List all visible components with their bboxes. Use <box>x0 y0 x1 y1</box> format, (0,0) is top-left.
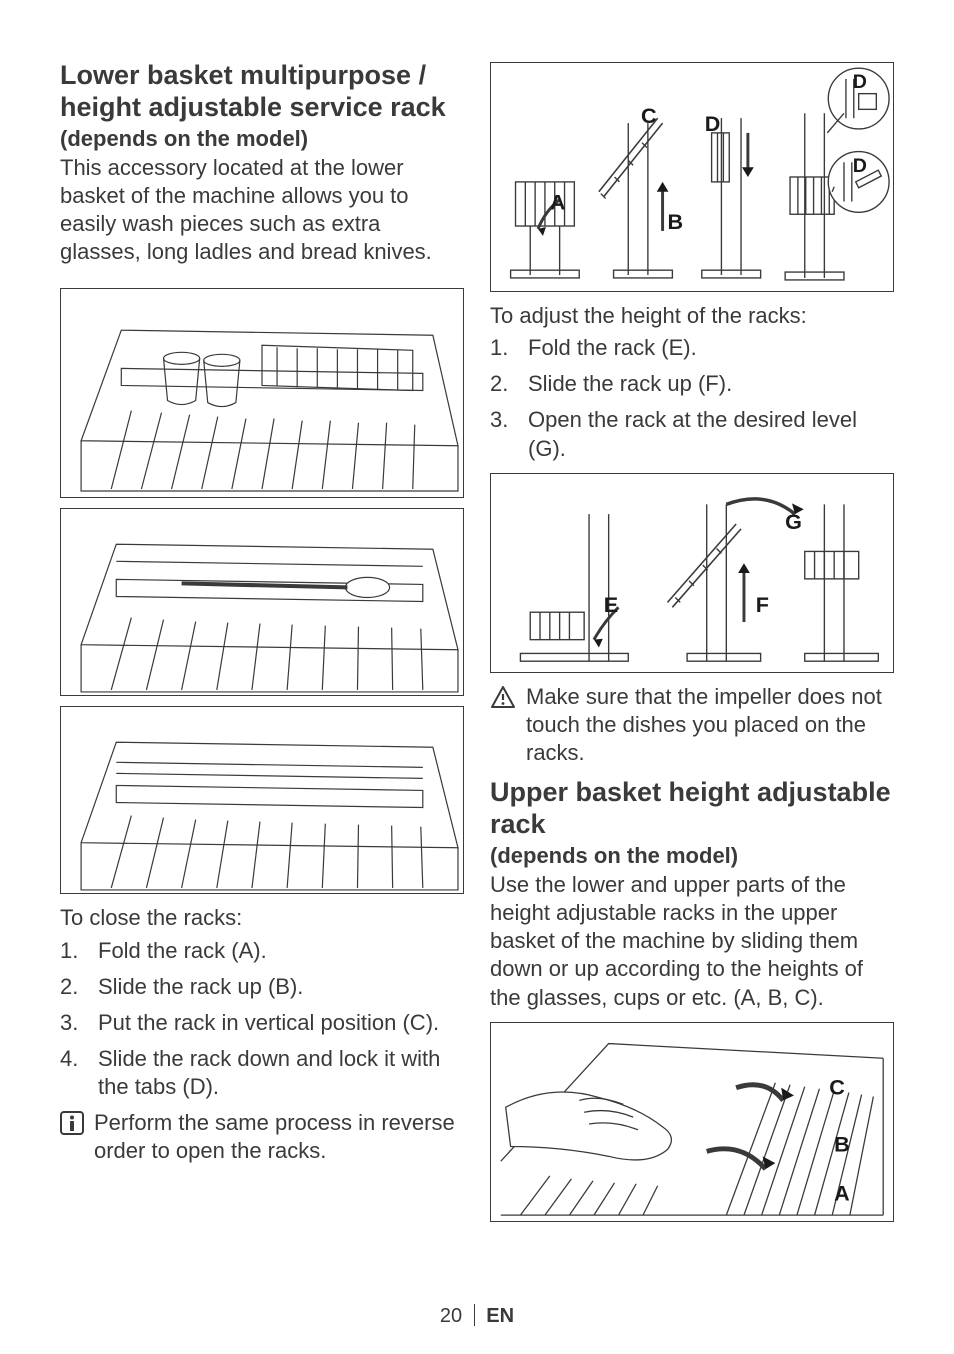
heading-upper-basket-sub: (depends on the model) <box>490 843 894 869</box>
list-item: Fold the rack (A). <box>60 937 464 965</box>
list-item: Fold the rack (E). <box>490 334 894 362</box>
callout-D-big1: D <box>853 71 867 93</box>
callout-B: B <box>667 209 683 234</box>
figure-lower-basket-2 <box>60 508 464 696</box>
page-language: EN <box>486 1305 514 1327</box>
figure-lower-basket-3 <box>60 706 464 894</box>
close-racks-label: To close the racks: <box>60 904 464 932</box>
warning-note: Make sure that the impeller does not tou… <box>490 683 894 767</box>
callout-D-small: D <box>705 111 721 136</box>
list-item: Slide the rack up (B). <box>60 973 464 1001</box>
list-item: Slide the rack up (F). <box>490 370 894 398</box>
adjust-steps-list: Fold the rack (E). Slide the rack up (F)… <box>490 334 894 463</box>
callout-upper-C: C <box>829 1074 845 1099</box>
close-steps-list: Fold the rack (A). Slide the rack up (B)… <box>60 937 464 1102</box>
heading-lower-basket: Lower basket multipurpose / height adjus… <box>60 60 464 124</box>
callout-upper-B: B <box>834 1131 850 1156</box>
callout-F: F <box>756 592 769 617</box>
callout-C: C <box>641 103 657 128</box>
callout-D-big2: D <box>853 155 867 177</box>
figure-lower-basket-1 <box>60 288 464 498</box>
info-note: Perform the same process in reverse orde… <box>60 1109 464 1165</box>
heading-upper-basket: Upper basket height adjustable rack <box>490 777 894 841</box>
intro-paragraph: This accessory located at the lower bask… <box>60 154 464 267</box>
upper-basket-paragraph: Use the lower and upper parts of the hei… <box>490 871 894 1012</box>
heading-lower-basket-sub: (depends on the model) <box>60 126 464 152</box>
callout-upper-A: A <box>834 1180 850 1205</box>
page-number: 20 <box>440 1305 462 1327</box>
callout-G: G <box>785 509 802 534</box>
page-footer: 20 EN <box>0 1304 954 1328</box>
info-note-text: Perform the same process in reverse orde… <box>94 1109 464 1165</box>
adjust-height-label: To adjust the height of the racks: <box>490 302 894 330</box>
figure-upper-basket: C B A <box>490 1022 894 1222</box>
callout-E: E <box>604 592 618 617</box>
figure-close-racks-callouts: A B C D D D <box>490 62 894 292</box>
info-icon <box>60 1111 84 1140</box>
list-item: Slide the rack down and lock it with the… <box>60 1045 464 1101</box>
list-item: Open the rack at the desired level (G). <box>490 406 894 462</box>
warning-icon <box>490 685 516 714</box>
figure-adjust-height: E F G <box>490 473 894 673</box>
list-item: Put the rack in vertical position (C). <box>60 1009 464 1037</box>
warning-note-text: Make sure that the impeller does not tou… <box>526 683 894 767</box>
callout-A: A <box>550 189 566 214</box>
